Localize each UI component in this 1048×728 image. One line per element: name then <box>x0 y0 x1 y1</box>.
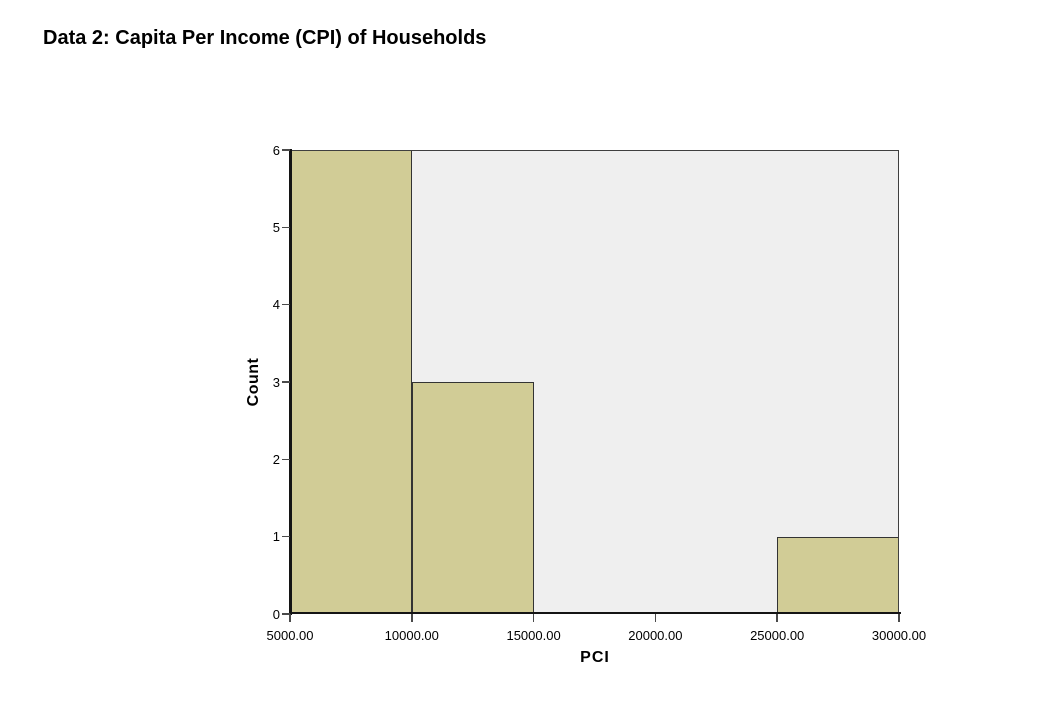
plot-area <box>290 150 899 614</box>
y-axis-tick <box>282 381 290 383</box>
y-axis-tick-label: 6 <box>272 142 280 158</box>
y-axis-tick <box>282 149 290 151</box>
x-axis-tick <box>776 614 778 622</box>
x-axis-tick <box>411 614 413 622</box>
x-axis-tick-label: 5000.00 <box>266 628 314 643</box>
x-axis-tick-label: 30000.00 <box>871 628 927 643</box>
y-axis-tick <box>282 303 290 306</box>
x-axis-tick-label: 10000.00 <box>384 628 439 643</box>
y-axis-tick <box>282 535 290 538</box>
x-axis-tick <box>289 614 291 622</box>
x-axis-tick <box>898 614 900 622</box>
y-axis-tick-label: 4 <box>272 297 280 313</box>
x-axis-tick-label: 20000.00 <box>628 628 683 643</box>
page-title: Data 2: Capita Per Income (CPI) of House… <box>43 27 487 49</box>
y-axis-tick-label: 1 <box>272 529 280 545</box>
y-axis-tick-label: 2 <box>272 451 280 467</box>
histogram-bar <box>290 150 412 614</box>
x-axis-tick <box>532 614 535 622</box>
histogram-bar <box>777 536 899 614</box>
y-axis-tick <box>282 613 290 615</box>
y-axis-tick-label: 3 <box>272 374 280 390</box>
y-axis-tick-label: 5 <box>272 219 280 235</box>
x-axis-title: PCI <box>580 649 610 666</box>
y-axis-tick <box>282 458 290 461</box>
x-axis-tick <box>654 614 657 622</box>
y-axis-tick-label: 0 <box>272 606 280 622</box>
y-axis-tick <box>282 226 290 229</box>
x-axis-tick-label: 25000.00 <box>750 628 805 643</box>
histogram-bar <box>411 382 534 614</box>
x-axis-tick-label: 15000.00 <box>506 628 561 643</box>
